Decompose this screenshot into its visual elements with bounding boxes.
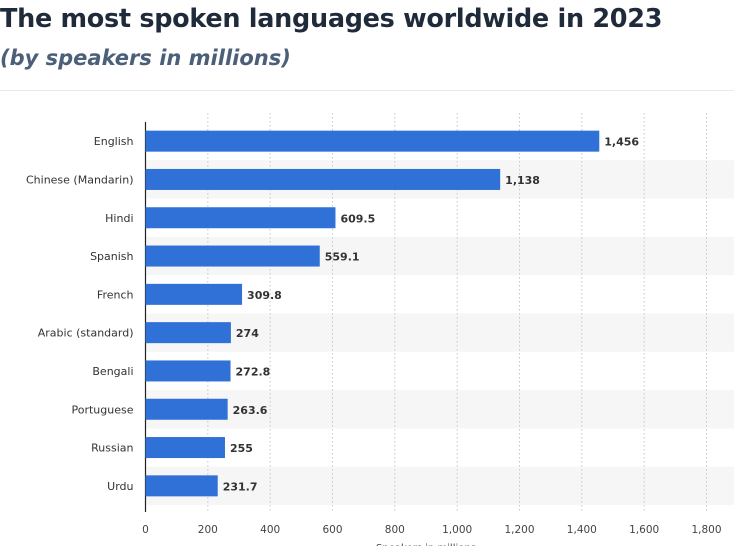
category-label: French xyxy=(97,288,134,301)
x-tick-label: 600 xyxy=(322,524,342,536)
row-band xyxy=(145,313,734,352)
category-label: Arabic (standard) xyxy=(38,327,134,340)
bar xyxy=(145,322,231,344)
value-label: 559.1 xyxy=(325,251,360,264)
category-label: English xyxy=(94,135,134,148)
category-label: Chinese (Mandarin) xyxy=(26,173,134,186)
value-label: 255 xyxy=(230,442,253,455)
value-label: 231.7 xyxy=(223,480,258,493)
header-divider xyxy=(0,90,734,91)
chart-title: The most spoken languages worldwide in 2… xyxy=(0,4,663,34)
category-label: Spanish xyxy=(90,250,133,263)
bar xyxy=(145,245,320,267)
bar-chart: English 1,456 Chinese (Mandarin) 1,138 Hindi… xyxy=(26,113,734,546)
row-band xyxy=(145,466,734,505)
x-axis-label: Speakers in millions xyxy=(376,543,476,546)
bar xyxy=(145,360,231,382)
x-tick-label: 200 xyxy=(198,524,218,536)
x-tick-label: 400 xyxy=(260,524,280,536)
x-tick-label: 1,400 xyxy=(567,524,597,536)
x-tick-label: 1,600 xyxy=(629,524,659,536)
category-label: Bengali xyxy=(92,365,133,378)
x-tick-label: 1,200 xyxy=(504,524,534,536)
bar xyxy=(145,475,218,497)
x-tick-label: 1,000 xyxy=(442,524,472,536)
bar xyxy=(145,207,336,229)
bar xyxy=(145,168,501,190)
bar xyxy=(145,437,225,459)
category-label: Portuguese xyxy=(72,403,134,416)
row-band xyxy=(145,390,734,429)
bar xyxy=(145,283,243,305)
value-label: 1,138 xyxy=(505,174,540,187)
bar xyxy=(145,130,600,152)
value-label: 609.5 xyxy=(340,212,375,225)
x-tick-label: 800 xyxy=(385,524,405,536)
bar xyxy=(145,398,228,420)
chart-subtitle: (by speakers in millions) xyxy=(0,46,291,70)
x-tick-label: 0 xyxy=(142,524,149,536)
category-label: Urdu xyxy=(107,480,133,493)
x-tick-label: 1,800 xyxy=(691,524,721,536)
category-label: Russian xyxy=(91,442,133,455)
value-label: 274 xyxy=(236,327,259,340)
value-label: 1,456 xyxy=(604,136,639,149)
value-label: 263.6 xyxy=(233,404,268,417)
value-label: 309.8 xyxy=(247,289,282,302)
value-label: 272.8 xyxy=(236,365,271,378)
category-label: Hindi xyxy=(105,212,133,225)
